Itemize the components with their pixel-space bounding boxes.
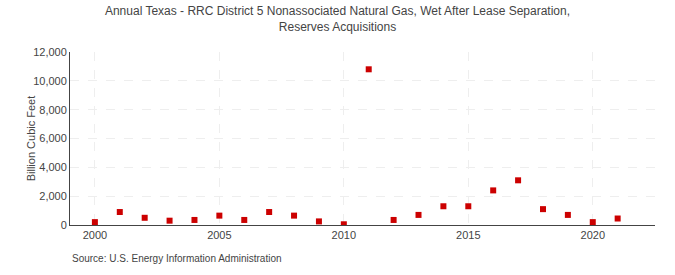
svg-text:2005: 2005: [207, 229, 231, 241]
svg-text:2020: 2020: [581, 229, 605, 241]
svg-text:2010: 2010: [332, 229, 356, 241]
svg-text:12,000: 12,000: [33, 46, 67, 58]
svg-text:Billion Cubic Feet: Billion Cubic Feet: [25, 96, 37, 182]
svg-text:0: 0: [61, 219, 67, 231]
svg-text:6,000: 6,000: [39, 132, 67, 144]
svg-text:10,000: 10,000: [33, 75, 67, 87]
svg-text:Annual Texas - RRC District 5: Annual Texas - RRC District 5 Nonassocia…: [105, 4, 570, 34]
svg-text:8,000: 8,000: [39, 104, 67, 116]
svg-text:2015: 2015: [456, 229, 480, 241]
svg-text:2000: 2000: [83, 229, 107, 241]
svg-text:Source: U.S. Energy Informatio: Source: U.S. Energy Information Administ…: [72, 253, 282, 264]
svg-text:2,000: 2,000: [39, 190, 67, 202]
svg-text:4,000: 4,000: [39, 161, 67, 173]
